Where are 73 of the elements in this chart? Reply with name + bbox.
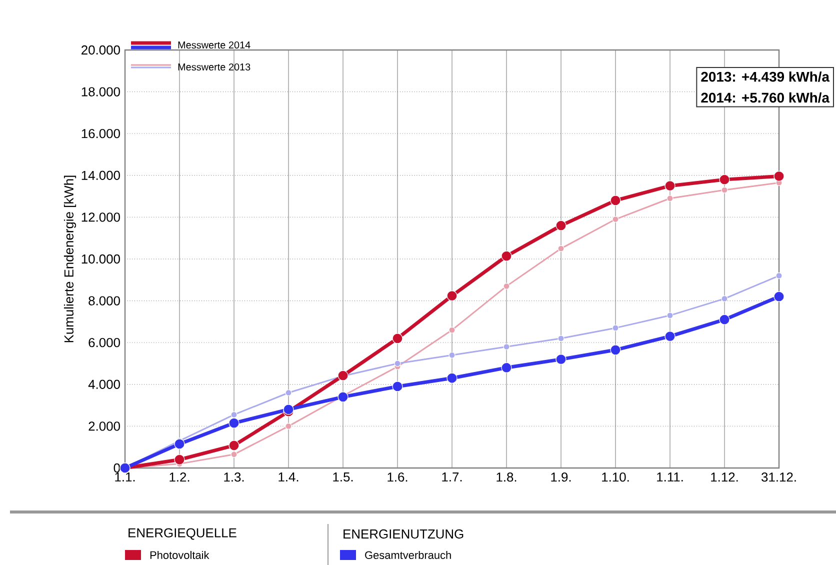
point <box>503 343 510 350</box>
y-tick-label: 8.000 <box>88 296 120 306</box>
y-tick-label: 12.000 <box>82 212 120 222</box>
point <box>776 272 782 280</box>
y-axis-title: Kumulierte Endenergie [kWh] <box>64 176 76 342</box>
point <box>610 195 621 206</box>
point <box>338 370 348 381</box>
text: ENERGIENUTZUNG <box>344 529 464 539</box>
point <box>558 245 564 252</box>
x-tick-label: 1.2. <box>170 472 190 482</box>
x-tick-label: 1.9. <box>551 472 571 482</box>
y-tick-label: 10.000 <box>82 254 120 264</box>
y-tick-label: 0 <box>114 463 120 473</box>
point <box>558 335 564 342</box>
x-tick-label: 1.11. <box>657 472 683 482</box>
point <box>503 282 510 290</box>
point <box>338 392 348 402</box>
point <box>501 250 512 262</box>
point <box>394 360 401 367</box>
y-tick-label: 20.000 <box>82 45 120 55</box>
point <box>666 195 674 202</box>
y-tick-label: 4.000 <box>88 380 120 389</box>
point <box>285 422 292 430</box>
point <box>446 372 458 384</box>
x-tick-label: 1.10. <box>602 472 629 482</box>
point <box>719 314 730 325</box>
point <box>612 216 619 223</box>
point <box>774 170 784 182</box>
y-tick-label: 14.000 <box>82 170 120 180</box>
x-tick-label: 1.7. <box>442 472 462 482</box>
point <box>721 186 728 194</box>
x-tick-label: 1.5. <box>333 472 353 482</box>
x-tick-label: 1.12. <box>711 472 738 482</box>
annotation: Messwerte 2013 <box>178 63 250 71</box>
point <box>612 324 619 332</box>
y-tick-label: 18.000 <box>82 87 120 96</box>
point <box>285 389 292 396</box>
x-tick-label: 1.4. <box>278 472 298 482</box>
point <box>610 344 621 356</box>
point <box>228 418 240 428</box>
legend-label: Photovoltaik <box>150 550 210 560</box>
x-tick-label: 1.3. <box>224 472 244 482</box>
point <box>666 312 674 319</box>
x-tick-label: 31.12. <box>762 472 796 482</box>
point <box>228 440 240 451</box>
x-tick-label: 1.1. <box>115 472 135 482</box>
point <box>774 291 784 302</box>
point <box>556 220 566 231</box>
point <box>721 295 728 302</box>
y-tick-label: 6.000 <box>88 338 120 348</box>
point <box>664 180 676 192</box>
point <box>230 411 238 418</box>
point <box>174 454 185 465</box>
y-tick-label: 2.000 <box>88 422 120 431</box>
point <box>174 438 185 450</box>
annotation: 2014: +5.760 kWh/a <box>701 92 830 103</box>
annotation: 2013: +4.439 kWh/a <box>701 71 830 82</box>
x-tick-label: 1.8. <box>496 472 516 482</box>
y-tick-label: 16.000 <box>82 128 120 138</box>
point <box>556 354 566 365</box>
point <box>446 290 458 302</box>
text: ENERGIEQUELLE <box>128 528 236 540</box>
point <box>448 352 456 358</box>
point <box>230 451 238 458</box>
point <box>448 326 456 334</box>
x-tick-label: 1.6. <box>388 472 408 482</box>
point <box>392 333 403 344</box>
point <box>719 174 730 185</box>
point <box>392 381 403 392</box>
point <box>501 362 512 373</box>
point <box>664 331 676 342</box>
text: Messwerte 2014 <box>178 41 250 49</box>
legend-label: Gesamtverbrauch <box>365 550 451 560</box>
